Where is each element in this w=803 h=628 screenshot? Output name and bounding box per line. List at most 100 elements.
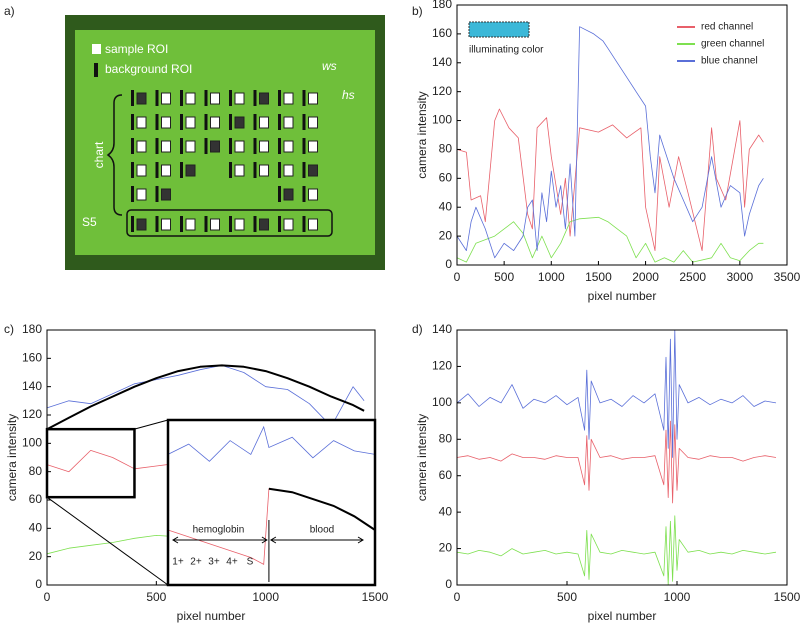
inset-background [168, 420, 375, 585]
panel-label: c) [4, 322, 14, 336]
roi-black [278, 90, 281, 106]
y-tick-label: 20 [439, 228, 453, 242]
strip-label: S5 [82, 215, 97, 229]
inset-frame [166, 418, 377, 587]
series-line [456, 420, 777, 504]
plot-frame [456, 4, 788, 266]
roi-white [308, 218, 318, 231]
roi-black [302, 114, 306, 130]
roi-black [131, 216, 134, 232]
roi-black [278, 162, 281, 178]
y-tick-label: 140 [432, 322, 452, 336]
y-axis-label: camera intensity [415, 414, 429, 501]
roi-black [131, 138, 134, 154]
illumination-swatch [468, 21, 530, 38]
roi-white [210, 140, 220, 153]
y-tick-label: 120 [432, 359, 452, 373]
roi-black [253, 114, 257, 130]
legend-text: background ROI [105, 62, 192, 76]
annotation: illuminating color [469, 45, 544, 56]
roi-white [308, 92, 318, 105]
y-tick-label: 180 [432, 0, 452, 11]
y-axis-label: camera intensity [415, 91, 429, 178]
roi-white [283, 140, 294, 153]
roi-white [283, 92, 294, 105]
y-tick-label: 100 [22, 436, 42, 450]
legend-black [94, 63, 98, 77]
legend-label: blue channel [701, 56, 758, 67]
x-tick-label: 1000 [538, 270, 565, 284]
roi-black [155, 138, 159, 154]
roi-black [155, 90, 159, 106]
roi-black [302, 138, 306, 154]
y-tick-label: 60 [29, 492, 43, 506]
roi-black [131, 114, 134, 130]
roi-black [253, 216, 257, 232]
y-tick-label: 80 [439, 142, 453, 156]
y-tick-label: 40 [439, 199, 453, 213]
roi-black [253, 162, 257, 178]
roi-black [131, 186, 134, 202]
region-label: blood [310, 525, 334, 536]
roi-black [131, 162, 134, 178]
x-tick-label: 1500 [774, 590, 801, 604]
roi-white [136, 116, 147, 129]
roi-white [308, 164, 318, 177]
roi-white [185, 164, 196, 177]
region-label: hemoglobin [193, 525, 245, 536]
y-tick-label: 160 [432, 26, 452, 40]
roi-white [283, 116, 294, 129]
x-axis-label: pixel number [588, 289, 657, 303]
x-tick-label: 2000 [632, 270, 659, 284]
roi-white [283, 188, 294, 201]
y-tick-label: 80 [439, 431, 453, 445]
roi-black [278, 216, 281, 232]
roi-white [259, 116, 269, 129]
x-tick-label: 1000 [664, 590, 691, 604]
roi-white [283, 164, 294, 177]
series-line [456, 108, 764, 251]
roi-white [136, 164, 147, 177]
photo-board [75, 30, 375, 255]
y-tick-label: 160 [22, 351, 42, 365]
roi-white [259, 218, 269, 231]
roi-white [161, 188, 171, 201]
y-tick-label: 180 [22, 322, 42, 336]
roi-white [161, 218, 171, 231]
roi-white [234, 140, 245, 153]
series-line [268, 487, 376, 531]
x-tick-label: 3000 [727, 270, 754, 284]
roi-white [234, 218, 245, 231]
roi-black [302, 90, 306, 106]
y-tick-label: 60 [439, 171, 453, 185]
roi-black [180, 90, 183, 106]
roi-white [283, 218, 294, 231]
panel-label: b) [412, 4, 423, 18]
roi-white [210, 92, 220, 105]
roi-black [229, 114, 232, 130]
x-tick-label: 500 [557, 590, 577, 604]
y-tick-label: 0 [445, 577, 452, 591]
roi-black [131, 90, 134, 106]
x-tick-label: 1500 [585, 270, 612, 284]
roi-white [308, 140, 318, 153]
series-line [46, 364, 365, 431]
roi-white [234, 164, 245, 177]
roi-white [234, 116, 245, 129]
plot-frame [456, 329, 788, 586]
roi-black [278, 114, 281, 130]
panel-label: d) [412, 322, 423, 336]
roi-white [161, 92, 171, 105]
roi-black [302, 162, 306, 178]
step-label: 2+ [190, 557, 202, 568]
roi-black [278, 138, 281, 154]
chart-label: chart [92, 141, 106, 168]
x-tick-label: 1000 [252, 590, 279, 604]
roi-black [204, 114, 208, 130]
roi-black [204, 138, 208, 154]
panel-label: a) [4, 4, 15, 18]
roi-white [185, 140, 196, 153]
zoom-connector [46, 496, 169, 586]
y-tick-label: 140 [432, 55, 452, 69]
